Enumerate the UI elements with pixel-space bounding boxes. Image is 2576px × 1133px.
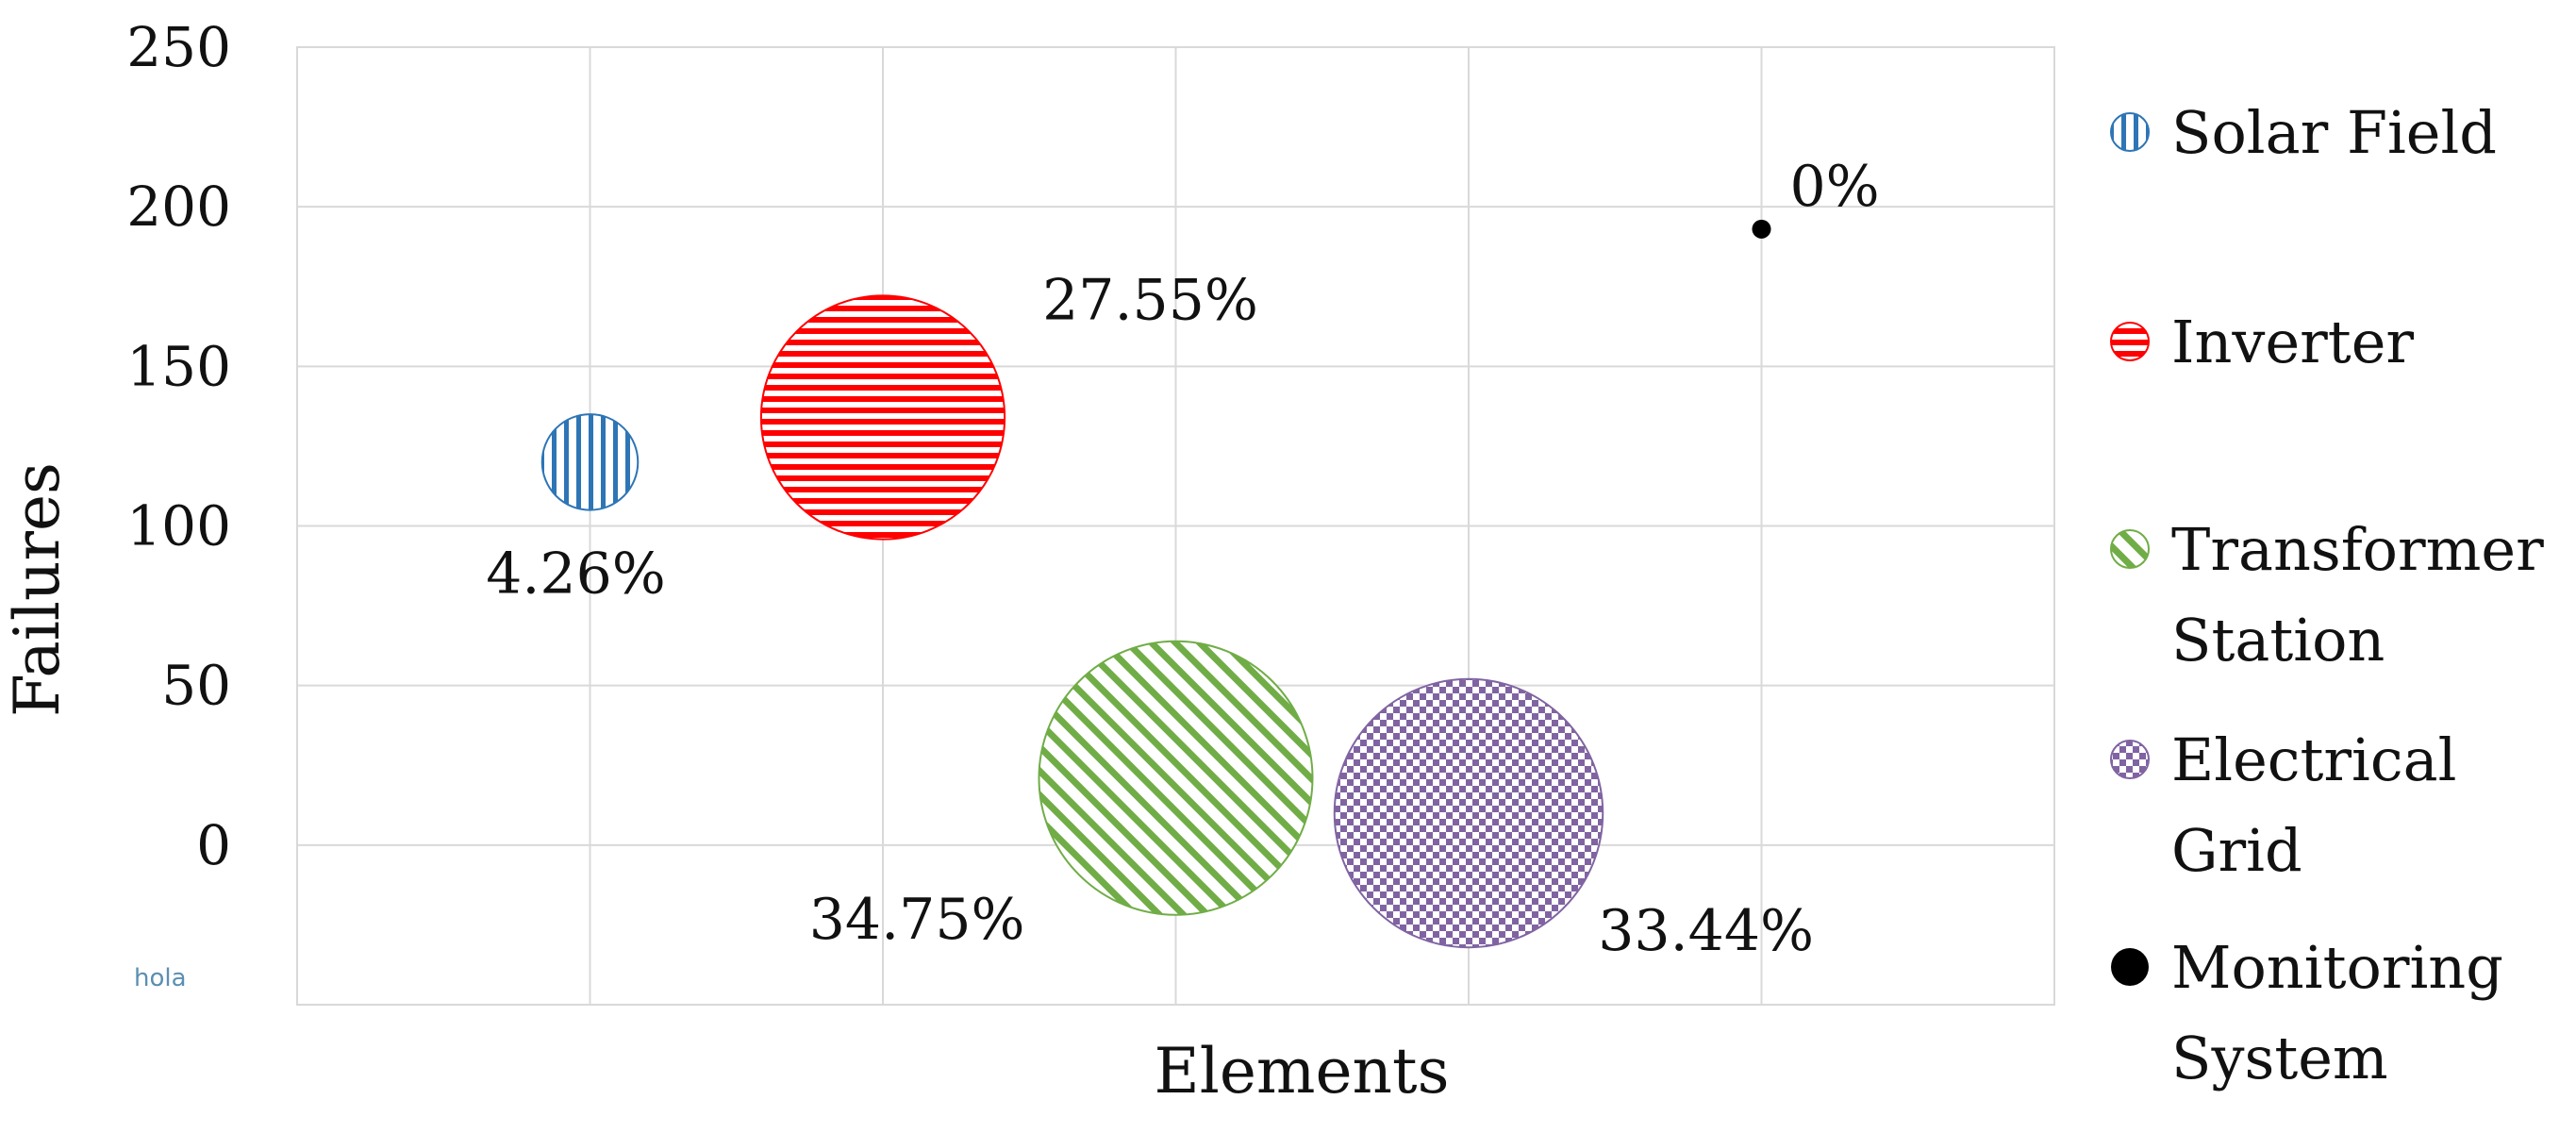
data-labels: 4.26% 27.55% 34.75% 33.44% 0% (486, 154, 1879, 964)
y-axis-title: Failures (1, 462, 74, 717)
legend-label: Grid (2171, 816, 2302, 885)
legend-label: Solar Field (2171, 98, 2497, 167)
legend-label: Inverter (2171, 308, 2414, 376)
data-label: 34.75% (809, 887, 1025, 953)
legend-label: System (2171, 1024, 2388, 1092)
legend: Solar Field Inverter Transformer Station Ele… (2110, 98, 2544, 1092)
legend-marker (2110, 322, 2150, 361)
bubbles (540, 219, 1771, 949)
data-label: 4.26% (486, 542, 666, 608)
data-label: 0% (1790, 154, 1880, 220)
legend-label: Transformer (2171, 515, 2544, 584)
legend-label: Station (2171, 606, 2385, 675)
y-tick-label: 150 (126, 334, 231, 398)
bubble-inverter (759, 294, 1006, 541)
y-tick-label: 200 (126, 175, 231, 239)
legend-label: Monitoring (2171, 933, 2503, 1002)
bubble-solar-field (540, 413, 640, 511)
x-axis-title: Elements (1155, 1035, 1450, 1108)
y-tick-label: 0 (196, 813, 231, 877)
legend-marker (2110, 112, 2150, 152)
legend-label: Electrical (2171, 725, 2456, 794)
legend-marker (2110, 529, 2150, 569)
y-tick-label: 100 (126, 494, 231, 558)
data-label: 33.44% (1598, 898, 1814, 964)
y-tick-label: 50 (161, 654, 231, 718)
bubble-monitoring-system (1752, 219, 1771, 239)
bubble-electrical-grid (1333, 677, 1604, 949)
legend-marker (2110, 740, 2150, 779)
data-label: 27.55% (1042, 267, 1258, 333)
bubble-transformer-station (1038, 640, 1314, 916)
y-tick-label: 250 (126, 15, 231, 79)
legend-marker (2111, 948, 2149, 986)
watermark-text: hola (134, 964, 187, 992)
y-axis-ticks: 0 50 100 150 200 250 (126, 15, 231, 877)
